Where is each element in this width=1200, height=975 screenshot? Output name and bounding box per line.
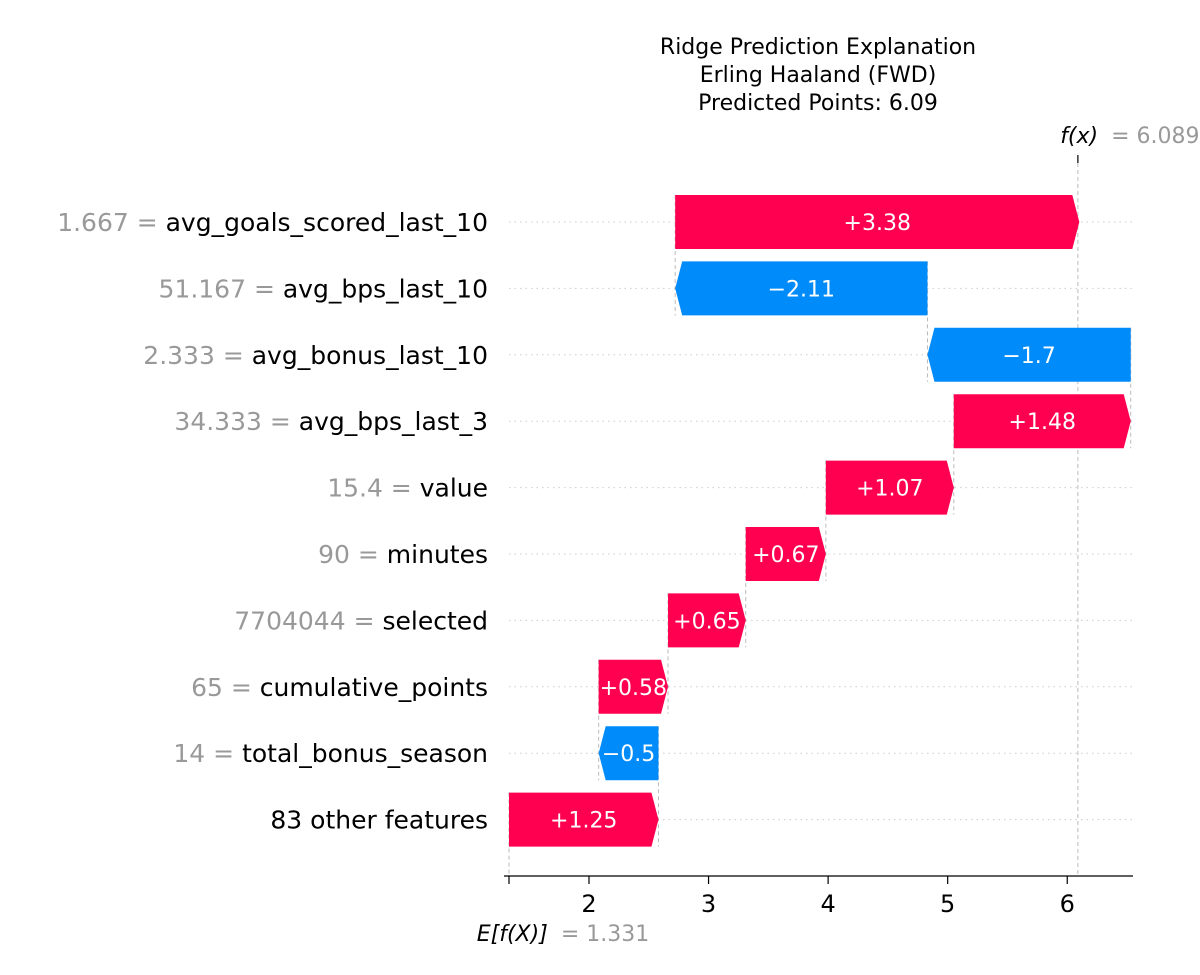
- bar-label-1: −2.11: [768, 277, 835, 302]
- feature-label-9: 83 other features: [270, 806, 488, 835]
- feature-value-7: 65 =: [191, 673, 260, 702]
- bar-avg-bps-last-3: [953, 394, 1131, 449]
- bar-minutes: [745, 527, 826, 581]
- feature-value-6: 7704044 =: [234, 606, 382, 635]
- title-line-1: Ridge Prediction Explanation: [660, 35, 976, 60]
- base-value-symbol: E[f(X)]: [477, 922, 548, 947]
- bar-83-other-features: [509, 792, 659, 847]
- feature-value-3: 34.333 =: [174, 407, 298, 436]
- final-value-label: f(x) = 6.089: [1060, 124, 1199, 149]
- feature-value-1: 51.167 =: [159, 274, 283, 303]
- final-value-annotation: f(x) = 6.089: [1060, 124, 1200, 163]
- bar-label-4: +1.07: [856, 477, 923, 502]
- feature-value-2: 2.333 =: [143, 341, 251, 370]
- bar-label-2: −1.7: [1002, 344, 1055, 369]
- contribution-bars: +3.38 −2.11 −1.7 +1.48 +1.07 +0.67 +0.65 +0.58 −…: [509, 195, 1131, 847]
- bar-total-bonus-season: [598, 726, 659, 781]
- feature-name-0: avg_goals_scored_last_10: [166, 208, 488, 237]
- x-tick-label-4: 4: [820, 890, 835, 918]
- feature-name-5: minutes: [387, 540, 488, 569]
- feature-value-0: 1.667 =: [57, 208, 165, 237]
- title-line-3: Predicted Points: 6.09: [698, 91, 938, 116]
- bar-label-6: +0.65: [673, 609, 740, 634]
- feature-name-8: total_bonus_season: [242, 739, 488, 768]
- base-value-label: E[f(X)] = 1.331: [477, 922, 649, 947]
- feature-label-2: 2.333 = avg_bonus_last_10: [143, 341, 488, 370]
- feature-name-7: cumulative_points: [260, 673, 488, 702]
- bar-avg-bonus-last-10: [927, 327, 1131, 382]
- feature-label-8: 14 = total_bonus_season: [173, 739, 488, 768]
- x-tick-label-3: 3: [701, 890, 716, 918]
- bar-cumulative-points: [598, 659, 669, 714]
- base-value-number: = 1.331: [561, 922, 649, 947]
- feature-name-4: value: [420, 474, 488, 503]
- bar-avg-goals-scored-last-10: [675, 195, 1080, 249]
- bar-value: [825, 460, 954, 515]
- feature-label-5: 90 = minutes: [318, 540, 488, 569]
- feature-labels: 1.667 = avg_goals_scored_last_10 51.167 =…: [57, 208, 488, 835]
- feature-name-6: selected: [382, 606, 488, 635]
- feature-value-5: 90 =: [318, 540, 387, 569]
- bar-selected: [668, 593, 746, 648]
- feature-name-1: avg_bps_last_10: [283, 274, 488, 303]
- feature-label-7: 65 = cumulative_points: [191, 673, 488, 702]
- bar-label-3: +1.48: [1009, 410, 1076, 435]
- final-value-number: = 6.089: [1111, 124, 1199, 149]
- base-value-annotation: E[f(X)] = 1.331: [477, 922, 649, 947]
- feature-value-8: 14 =: [173, 739, 242, 768]
- feature-label-4: 15.4 = value: [327, 474, 488, 503]
- feature-name-9: 83 other features: [270, 806, 488, 835]
- bar-label-0: +3.38: [844, 211, 911, 236]
- feature-label-0: 1.667 = avg_goals_scored_last_10: [57, 208, 488, 237]
- bar-avg-bps-last-10: [675, 261, 928, 316]
- feature-name-2: avg_bonus_last_10: [252, 341, 488, 370]
- connector-lines: [508, 163, 1132, 876]
- feature-label-1: 51.167 = avg_bps_last_10: [159, 274, 488, 303]
- x-tick-label-2: 2: [581, 890, 596, 918]
- feature-label-6: 7704044 = selected: [234, 606, 488, 635]
- bar-label-9: +1.25: [550, 809, 617, 834]
- chart-title: Ridge Prediction Explanation Erling Haal…: [660, 35, 976, 116]
- final-value-symbol: f(x): [1060, 124, 1098, 149]
- bar-label-8: −0.5: [602, 742, 655, 767]
- x-tick-label-5: 5: [940, 890, 955, 918]
- feature-name-3: avg_bps_last_3: [299, 407, 488, 436]
- feature-value-4: 15.4 =: [327, 474, 420, 503]
- feature-label-3: 34.333 = avg_bps_last_3: [174, 407, 488, 436]
- bar-label-7: +0.58: [600, 676, 667, 701]
- title-line-2: Erling Haaland (FWD): [700, 63, 937, 88]
- x-tick-label-6: 6: [1060, 890, 1075, 918]
- x-axis: 2 3 4 5 6: [504, 875, 1133, 918]
- bar-label-5: +0.67: [752, 543, 819, 568]
